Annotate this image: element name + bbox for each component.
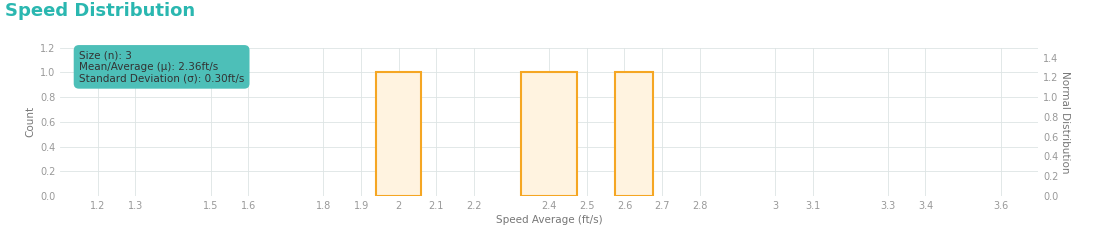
Y-axis label: Count: Count bbox=[26, 106, 36, 137]
Y-axis label: Normal Distribution: Normal Distribution bbox=[1060, 71, 1070, 173]
X-axis label: Speed Average (ft/s): Speed Average (ft/s) bbox=[496, 215, 602, 225]
Bar bbox=[615, 72, 653, 196]
Bar bbox=[521, 72, 577, 196]
Text: Speed Distribution: Speed Distribution bbox=[5, 2, 196, 20]
Text: Size (n): 3
Mean/Average (μ): 2.36ft/s
Standard Deviation (σ): 0.30ft/s: Size (n): 3 Mean/Average (μ): 2.36ft/s S… bbox=[79, 50, 245, 83]
Bar bbox=[376, 72, 421, 196]
